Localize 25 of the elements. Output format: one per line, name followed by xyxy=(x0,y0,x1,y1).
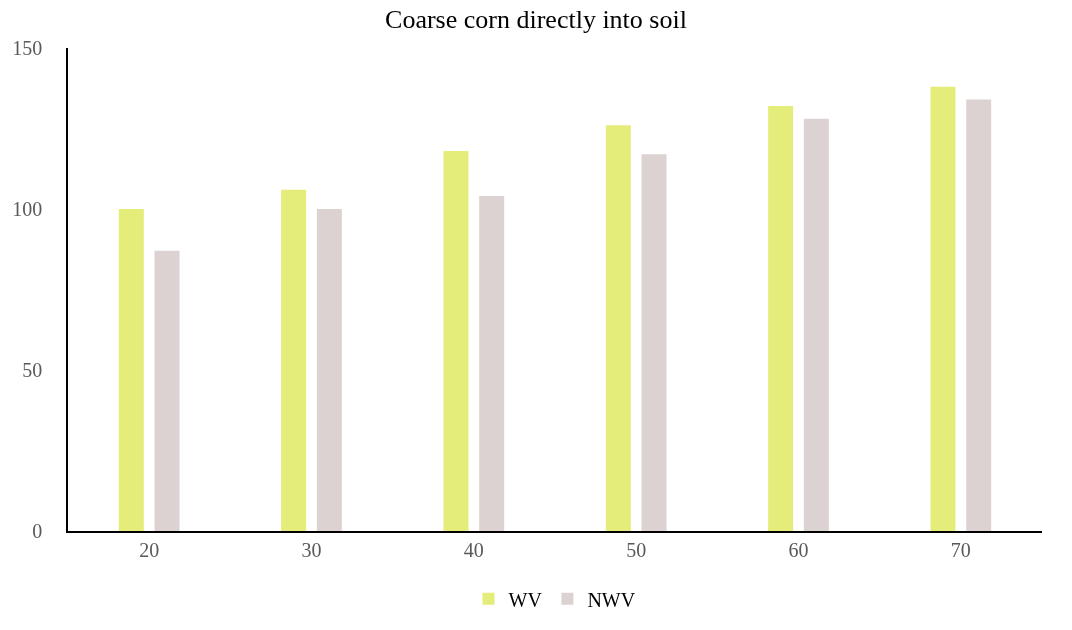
bar xyxy=(316,209,342,531)
legend-label: NWV xyxy=(587,588,636,611)
y-tick-label: 0 xyxy=(32,520,43,542)
bar xyxy=(443,151,469,531)
bar xyxy=(803,118,829,531)
y-tick-label: 150 xyxy=(12,37,43,59)
bar xyxy=(281,189,307,531)
x-tick-label: 30 xyxy=(301,538,322,561)
bar xyxy=(768,105,794,531)
y-tick-label: 100 xyxy=(12,198,43,220)
bar xyxy=(154,250,180,531)
y-tick-label: 50 xyxy=(22,359,43,381)
x-tick-label: 60 xyxy=(788,538,809,561)
x-tick-label: 40 xyxy=(463,538,484,561)
x-tick-label: 50 xyxy=(626,538,647,561)
chart-title: Coarse corn directly into soil xyxy=(385,4,687,34)
bar xyxy=(479,196,505,531)
x-tick-label: 70 xyxy=(950,538,971,561)
bar xyxy=(641,154,667,531)
legend-label: WV xyxy=(508,588,543,611)
bar xyxy=(966,99,992,531)
bar xyxy=(118,209,144,531)
bar xyxy=(930,86,956,531)
x-tick-label: 20 xyxy=(139,538,160,561)
bar xyxy=(605,125,631,531)
